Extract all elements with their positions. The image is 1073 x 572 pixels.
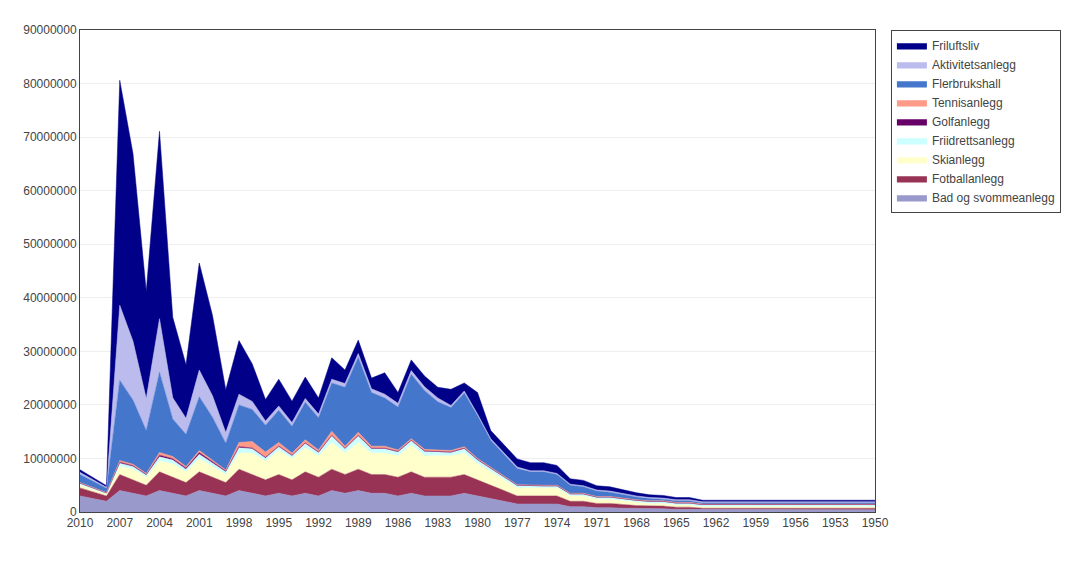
- svg-text:70000000: 70000000: [23, 130, 77, 144]
- svg-text:60000000: 60000000: [23, 184, 77, 198]
- svg-text:Tennisanlegg: Tennisanlegg: [932, 96, 1003, 110]
- svg-text:20000000: 20000000: [23, 398, 77, 412]
- svg-text:1965: 1965: [663, 516, 690, 530]
- svg-text:1953: 1953: [822, 516, 849, 530]
- svg-text:2004: 2004: [146, 516, 173, 530]
- svg-text:1992: 1992: [305, 516, 332, 530]
- svg-text:Flerbrukshall: Flerbrukshall: [932, 77, 1001, 91]
- svg-text:1968: 1968: [623, 516, 650, 530]
- svg-text:1980: 1980: [464, 516, 491, 530]
- svg-text:1983: 1983: [424, 516, 451, 530]
- svg-text:1956: 1956: [782, 516, 809, 530]
- svg-text:50000000: 50000000: [23, 237, 77, 251]
- svg-text:10000000: 10000000: [23, 452, 77, 466]
- svg-text:1950: 1950: [862, 516, 889, 530]
- svg-text:Aktivitetsanlegg: Aktivitetsanlegg: [932, 58, 1016, 72]
- svg-text:Bad og svommeanlegg: Bad og svommeanlegg: [932, 191, 1055, 205]
- svg-text:1962: 1962: [703, 516, 730, 530]
- svg-text:90000000: 90000000: [23, 23, 77, 37]
- svg-text:Friidrettsanlegg: Friidrettsanlegg: [932, 134, 1015, 148]
- svg-text:1974: 1974: [544, 516, 571, 530]
- svg-text:2010: 2010: [67, 516, 94, 530]
- svg-text:Friluftsliv: Friluftsliv: [932, 39, 979, 53]
- svg-text:1977: 1977: [504, 516, 531, 530]
- svg-text:1959: 1959: [742, 516, 769, 530]
- svg-text:1971: 1971: [583, 516, 610, 530]
- svg-text:0: 0: [70, 505, 77, 519]
- svg-text:1998: 1998: [226, 516, 253, 530]
- svg-text:30000000: 30000000: [23, 345, 77, 359]
- svg-text:Fotballanlegg: Fotballanlegg: [932, 172, 1004, 186]
- svg-text:2001: 2001: [186, 516, 213, 530]
- svg-text:1986: 1986: [385, 516, 412, 530]
- svg-text:40000000: 40000000: [23, 291, 77, 305]
- svg-text:80000000: 80000000: [23, 77, 77, 91]
- svg-text:Skianlegg: Skianlegg: [932, 153, 985, 167]
- svg-text:Golfanlegg: Golfanlegg: [932, 115, 990, 129]
- svg-text:1995: 1995: [265, 516, 292, 530]
- svg-text:1989: 1989: [345, 516, 372, 530]
- svg-text:2007: 2007: [106, 516, 133, 530]
